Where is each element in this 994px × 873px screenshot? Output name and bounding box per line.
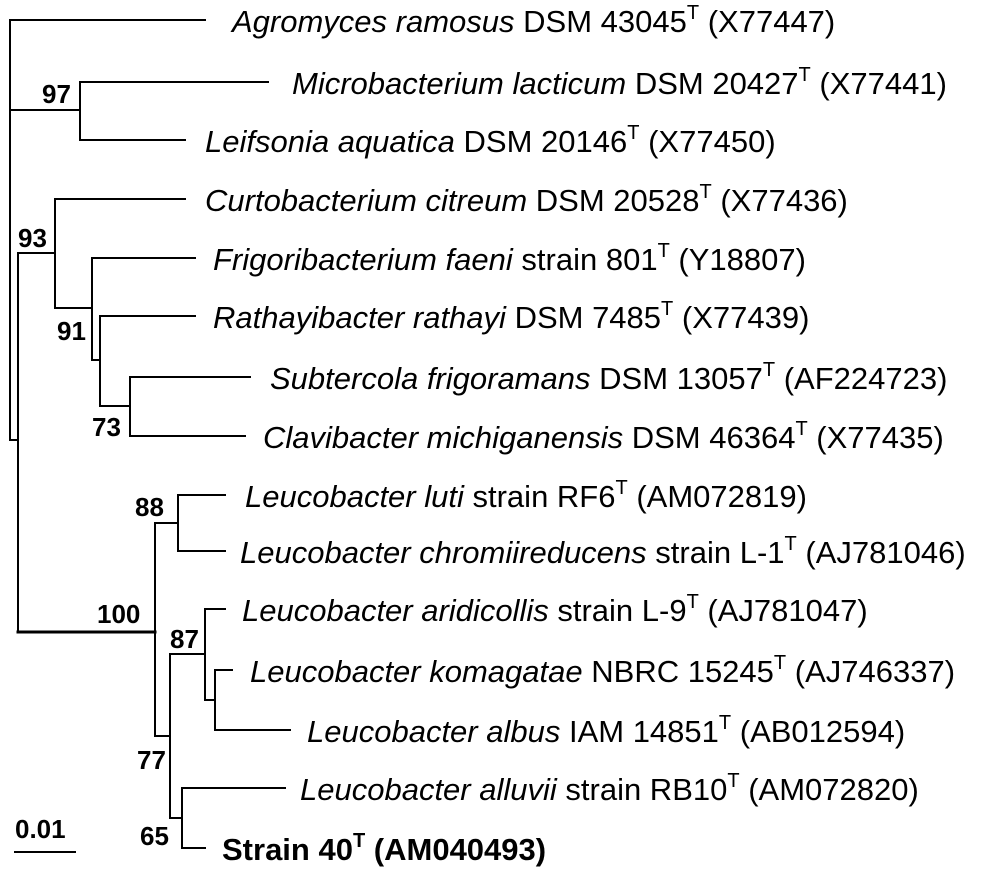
scale-bar-label: 0.01 xyxy=(15,814,66,844)
taxon-label-leucobacter-komagatae: Leucobacter komagatae NBRC 15245T (AJ746… xyxy=(250,641,955,689)
bootstrap-value: 91 xyxy=(57,316,86,346)
type-strain-mark: T xyxy=(727,770,739,792)
type-strain-mark: T xyxy=(795,418,807,440)
taxon-name: Leucobacter albus xyxy=(307,714,560,749)
accession-number: (AB012594) xyxy=(740,714,905,749)
accession-number: (Y18807) xyxy=(678,242,806,277)
accession-number: (X77441) xyxy=(819,66,947,101)
accession-number: (AM072819) xyxy=(636,479,807,514)
accession-number: (X77450) xyxy=(648,124,776,159)
taxon-strain: strain RB10 xyxy=(565,772,727,807)
type-strain-mark: T xyxy=(799,64,811,86)
taxon-label-subtercola-frigoramans: Subtercola frigoramans DSM 13057T (AF224… xyxy=(270,348,947,396)
type-strain-mark: T xyxy=(661,298,673,320)
bootstrap-value: 77 xyxy=(137,745,166,775)
accession-number: (AJ781046) xyxy=(805,535,965,570)
bootstrap-value: 100 xyxy=(97,599,140,629)
taxon-strain: strain L-1 xyxy=(655,535,784,570)
taxon-label-agromyces-ramosus: Agromyces ramosus DSM 43045T (X77447) xyxy=(230,0,835,39)
taxon-label-leucobacter-alluvii: Leucobacter alluvii strain RB10T (AM0728… xyxy=(300,759,919,807)
taxon-name: Leucobacter komagatae xyxy=(250,654,583,689)
type-strain-mark: T xyxy=(763,359,775,381)
taxon-strain: strain L-9 xyxy=(557,593,686,628)
bootstrap-value: 93 xyxy=(18,223,47,253)
taxon-name: Rathayibacter rathayi xyxy=(213,300,507,335)
taxon-strain: DSM 43045 xyxy=(523,4,687,39)
taxon-strain: NBRC 15245 xyxy=(591,654,774,689)
accession-number: (X77436) xyxy=(720,183,848,218)
taxon-strain: DSM 20427 xyxy=(635,66,799,101)
bootstrap-value: 65 xyxy=(140,821,169,851)
taxon-strain: strain 801 xyxy=(521,242,657,277)
taxon-label-leucobacter-chromiireducens: Leucobacter chromiireducens strain L-1T … xyxy=(240,522,966,570)
taxon-name: Leucobacter luti xyxy=(245,479,465,514)
accession-number: (X77435) xyxy=(816,420,944,455)
taxon-strain: IAM 14851 xyxy=(569,714,719,749)
taxon-strain: DSM 20528 xyxy=(536,183,700,218)
bootstrap-value: 87 xyxy=(170,624,199,654)
taxon-strain: DSM 46364 xyxy=(632,420,796,455)
taxon-name: Agromyces ramosus xyxy=(230,4,515,39)
type-strain-mark: T xyxy=(687,591,699,613)
type-strain-mark: T xyxy=(700,181,712,203)
taxon-label-frigoribacterium-faeni: Frigoribacterium faeni strain 801T (Y188… xyxy=(213,229,806,277)
type-strain-mark: T xyxy=(719,712,731,734)
taxon-name: Frigoribacterium faeni xyxy=(213,242,514,277)
taxon-name: Curtobacterium citreum xyxy=(205,183,527,218)
taxon-label-clavibacter-michiganensis: Clavibacter michiganensis DSM 46364T (X7… xyxy=(263,407,944,455)
bootstrap-value: 73 xyxy=(92,412,121,442)
taxon-label-strain-40: Strain 40T (AM040493) xyxy=(222,819,546,867)
accession-number: (AF224723) xyxy=(784,361,948,396)
taxon-strain: DSM 7485 xyxy=(515,300,661,335)
accession-number: (AJ746337) xyxy=(795,654,955,689)
type-strain-mark: T xyxy=(615,477,627,499)
taxon-name: Leucobacter aridicollis xyxy=(242,593,549,628)
taxon-name: Leifsonia aquatica xyxy=(205,124,455,159)
type-strain-mark: T xyxy=(774,652,786,674)
taxon-name: Clavibacter michiganensis xyxy=(263,420,623,455)
type-strain-mark: T xyxy=(353,830,365,852)
accession-number: (AM072820) xyxy=(748,772,919,807)
taxon-name: Microbacterium lacticum xyxy=(292,66,626,101)
bootstrap-value: 97 xyxy=(42,79,71,109)
type-strain-mark: T xyxy=(658,240,670,262)
taxon-label-microbacterium-lacticum: Microbacterium lacticum DSM 20427T (X774… xyxy=(292,53,947,101)
taxon-label-curtobacterium-citreum: Curtobacterium citreum DSM 20528T (X7743… xyxy=(205,170,848,218)
accession-number: (AM040493) xyxy=(374,832,546,867)
type-strain-mark: T xyxy=(687,2,699,24)
taxon-label-rathayibacter-rathayi: Rathayibacter rathayi DSM 7485T (X77439) xyxy=(213,287,809,335)
taxon-strain: DSM 13057 xyxy=(599,361,763,396)
taxon-label-leucobacter-aridicollis: Leucobacter aridicollis strain L-9T (AJ7… xyxy=(242,580,868,628)
taxon-label-leucobacter-albus: Leucobacter albus IAM 14851T (AB012594) xyxy=(307,701,905,749)
taxon-strain: DSM 20146 xyxy=(464,124,628,159)
taxon-label-leifsonia-aquatica: Leifsonia aquatica DSM 20146T (X77450) xyxy=(205,111,776,159)
accession-number: (X77447) xyxy=(708,4,836,39)
taxon-name: Subtercola frigoramans xyxy=(270,361,591,396)
taxon-strain: strain RF6 xyxy=(473,479,616,514)
taxon-name: Strain 40 xyxy=(222,832,353,867)
taxon-name: Leucobacter chromiireducens xyxy=(240,535,647,570)
taxon-label-leucobacter-luti: Leucobacter luti strain RF6T (AM072819) xyxy=(245,466,807,514)
accession-number: (AJ781047) xyxy=(707,593,867,628)
type-strain-mark: T xyxy=(627,122,639,144)
accession-number: (X77439) xyxy=(682,300,810,335)
bootstrap-value: 88 xyxy=(135,492,164,522)
type-strain-mark: T xyxy=(785,533,797,555)
taxon-name: Leucobacter alluvii xyxy=(300,772,558,807)
